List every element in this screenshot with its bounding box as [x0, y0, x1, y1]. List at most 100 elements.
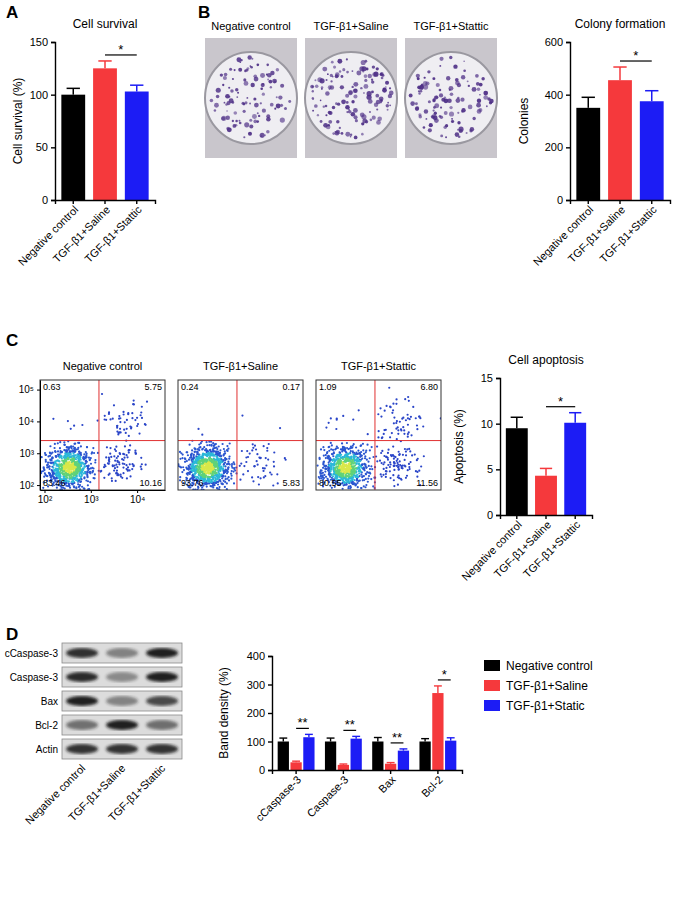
event-dot: [224, 465, 226, 467]
event-dot: [203, 480, 205, 482]
colony: [364, 74, 368, 78]
event-dot: [126, 456, 128, 458]
plate-background: [205, 38, 297, 158]
event-dot: [68, 485, 70, 487]
event-dot: [208, 464, 210, 466]
event-dot: [84, 471, 86, 473]
error-cap: [67, 88, 80, 90]
colony: [456, 98, 461, 103]
colony: [350, 136, 352, 138]
colony: [451, 120, 454, 123]
event-dot: [61, 457, 63, 459]
colony: [451, 118, 453, 120]
event-dot: [66, 446, 68, 448]
event-dot: [194, 472, 196, 474]
event-dot: [65, 479, 67, 481]
colony: [457, 121, 460, 124]
colony: [451, 120, 454, 123]
event-dot: [75, 466, 77, 468]
event-dot: [223, 480, 225, 482]
error-stem: [588, 97, 590, 108]
colony: [386, 104, 389, 107]
event-dot: [114, 467, 116, 469]
event-dot: [63, 449, 65, 451]
colony: [346, 111, 348, 113]
colony: [230, 89, 233, 92]
plate-dish: [305, 52, 397, 144]
event-dot: [129, 449, 131, 451]
colony: [351, 100, 354, 103]
event-dot: [122, 411, 124, 413]
colony: [354, 136, 358, 140]
colony: [432, 77, 435, 80]
event-dot: [116, 471, 118, 473]
colony: [246, 97, 248, 99]
event-dot: [75, 458, 77, 460]
colony: [226, 127, 230, 131]
colony: [468, 85, 470, 87]
colony: [284, 107, 287, 110]
tick-label: 10²: [20, 480, 35, 491]
colony: [249, 103, 251, 105]
event-dot: [212, 450, 214, 452]
tick-mark: [37, 421, 40, 422]
event-dot: [205, 464, 207, 466]
event-dot: [74, 473, 76, 475]
event-dot: [70, 428, 72, 430]
event-dot: [80, 454, 82, 456]
event-dot: [52, 457, 54, 459]
colony: [353, 82, 358, 87]
y-tick: 0: [557, 194, 570, 206]
colony: [262, 109, 266, 113]
colony: [260, 133, 265, 138]
colony: [253, 120, 257, 124]
colony: [226, 116, 230, 120]
event-dot: [48, 465, 50, 467]
event-dot: [100, 470, 102, 472]
colony: [321, 88, 323, 90]
colony: [463, 60, 465, 62]
colony: [440, 106, 442, 108]
tick-label: 10²: [38, 494, 53, 505]
tick-mark: [104, 200, 105, 204]
event-dot: [206, 480, 208, 482]
event-dot: [126, 428, 128, 430]
error-bar: [613, 67, 626, 80]
significance-label: *: [118, 42, 123, 57]
error-stem: [104, 61, 106, 68]
x-tick: TGF-β1+Saline: [566, 200, 628, 265]
event-dot: [128, 469, 130, 471]
event-dot: [72, 460, 74, 462]
error-stem: [619, 67, 621, 80]
colony: [210, 99, 214, 103]
colony: [389, 104, 391, 106]
colony: [369, 111, 371, 113]
event-dot: [66, 464, 68, 466]
colony: [251, 83, 255, 87]
tick-label: 10⁴: [130, 494, 145, 505]
flow-plot-image: [178, 380, 303, 490]
plot-area: [576, 67, 663, 200]
event-dot: [68, 461, 70, 463]
event-dot: [73, 443, 75, 445]
colony: [262, 93, 265, 96]
event-dot: [68, 485, 70, 487]
colony: [317, 77, 322, 82]
colony: [234, 69, 236, 71]
event-dot: [187, 454, 189, 456]
colony: [258, 115, 260, 117]
colony: [327, 73, 329, 75]
event-dot: [229, 442, 231, 444]
colony: [331, 61, 334, 64]
event-dot: [75, 479, 77, 481]
event-dot: [44, 454, 46, 456]
colony: [387, 102, 389, 104]
x-tick: Negative control: [531, 200, 596, 268]
event-dot: [116, 460, 118, 462]
event-dot: [214, 462, 216, 464]
colony: [433, 109, 435, 111]
event-dot: [47, 455, 49, 457]
event-dot: [123, 463, 125, 465]
colony: [328, 120, 332, 124]
event-dot: [59, 447, 61, 449]
